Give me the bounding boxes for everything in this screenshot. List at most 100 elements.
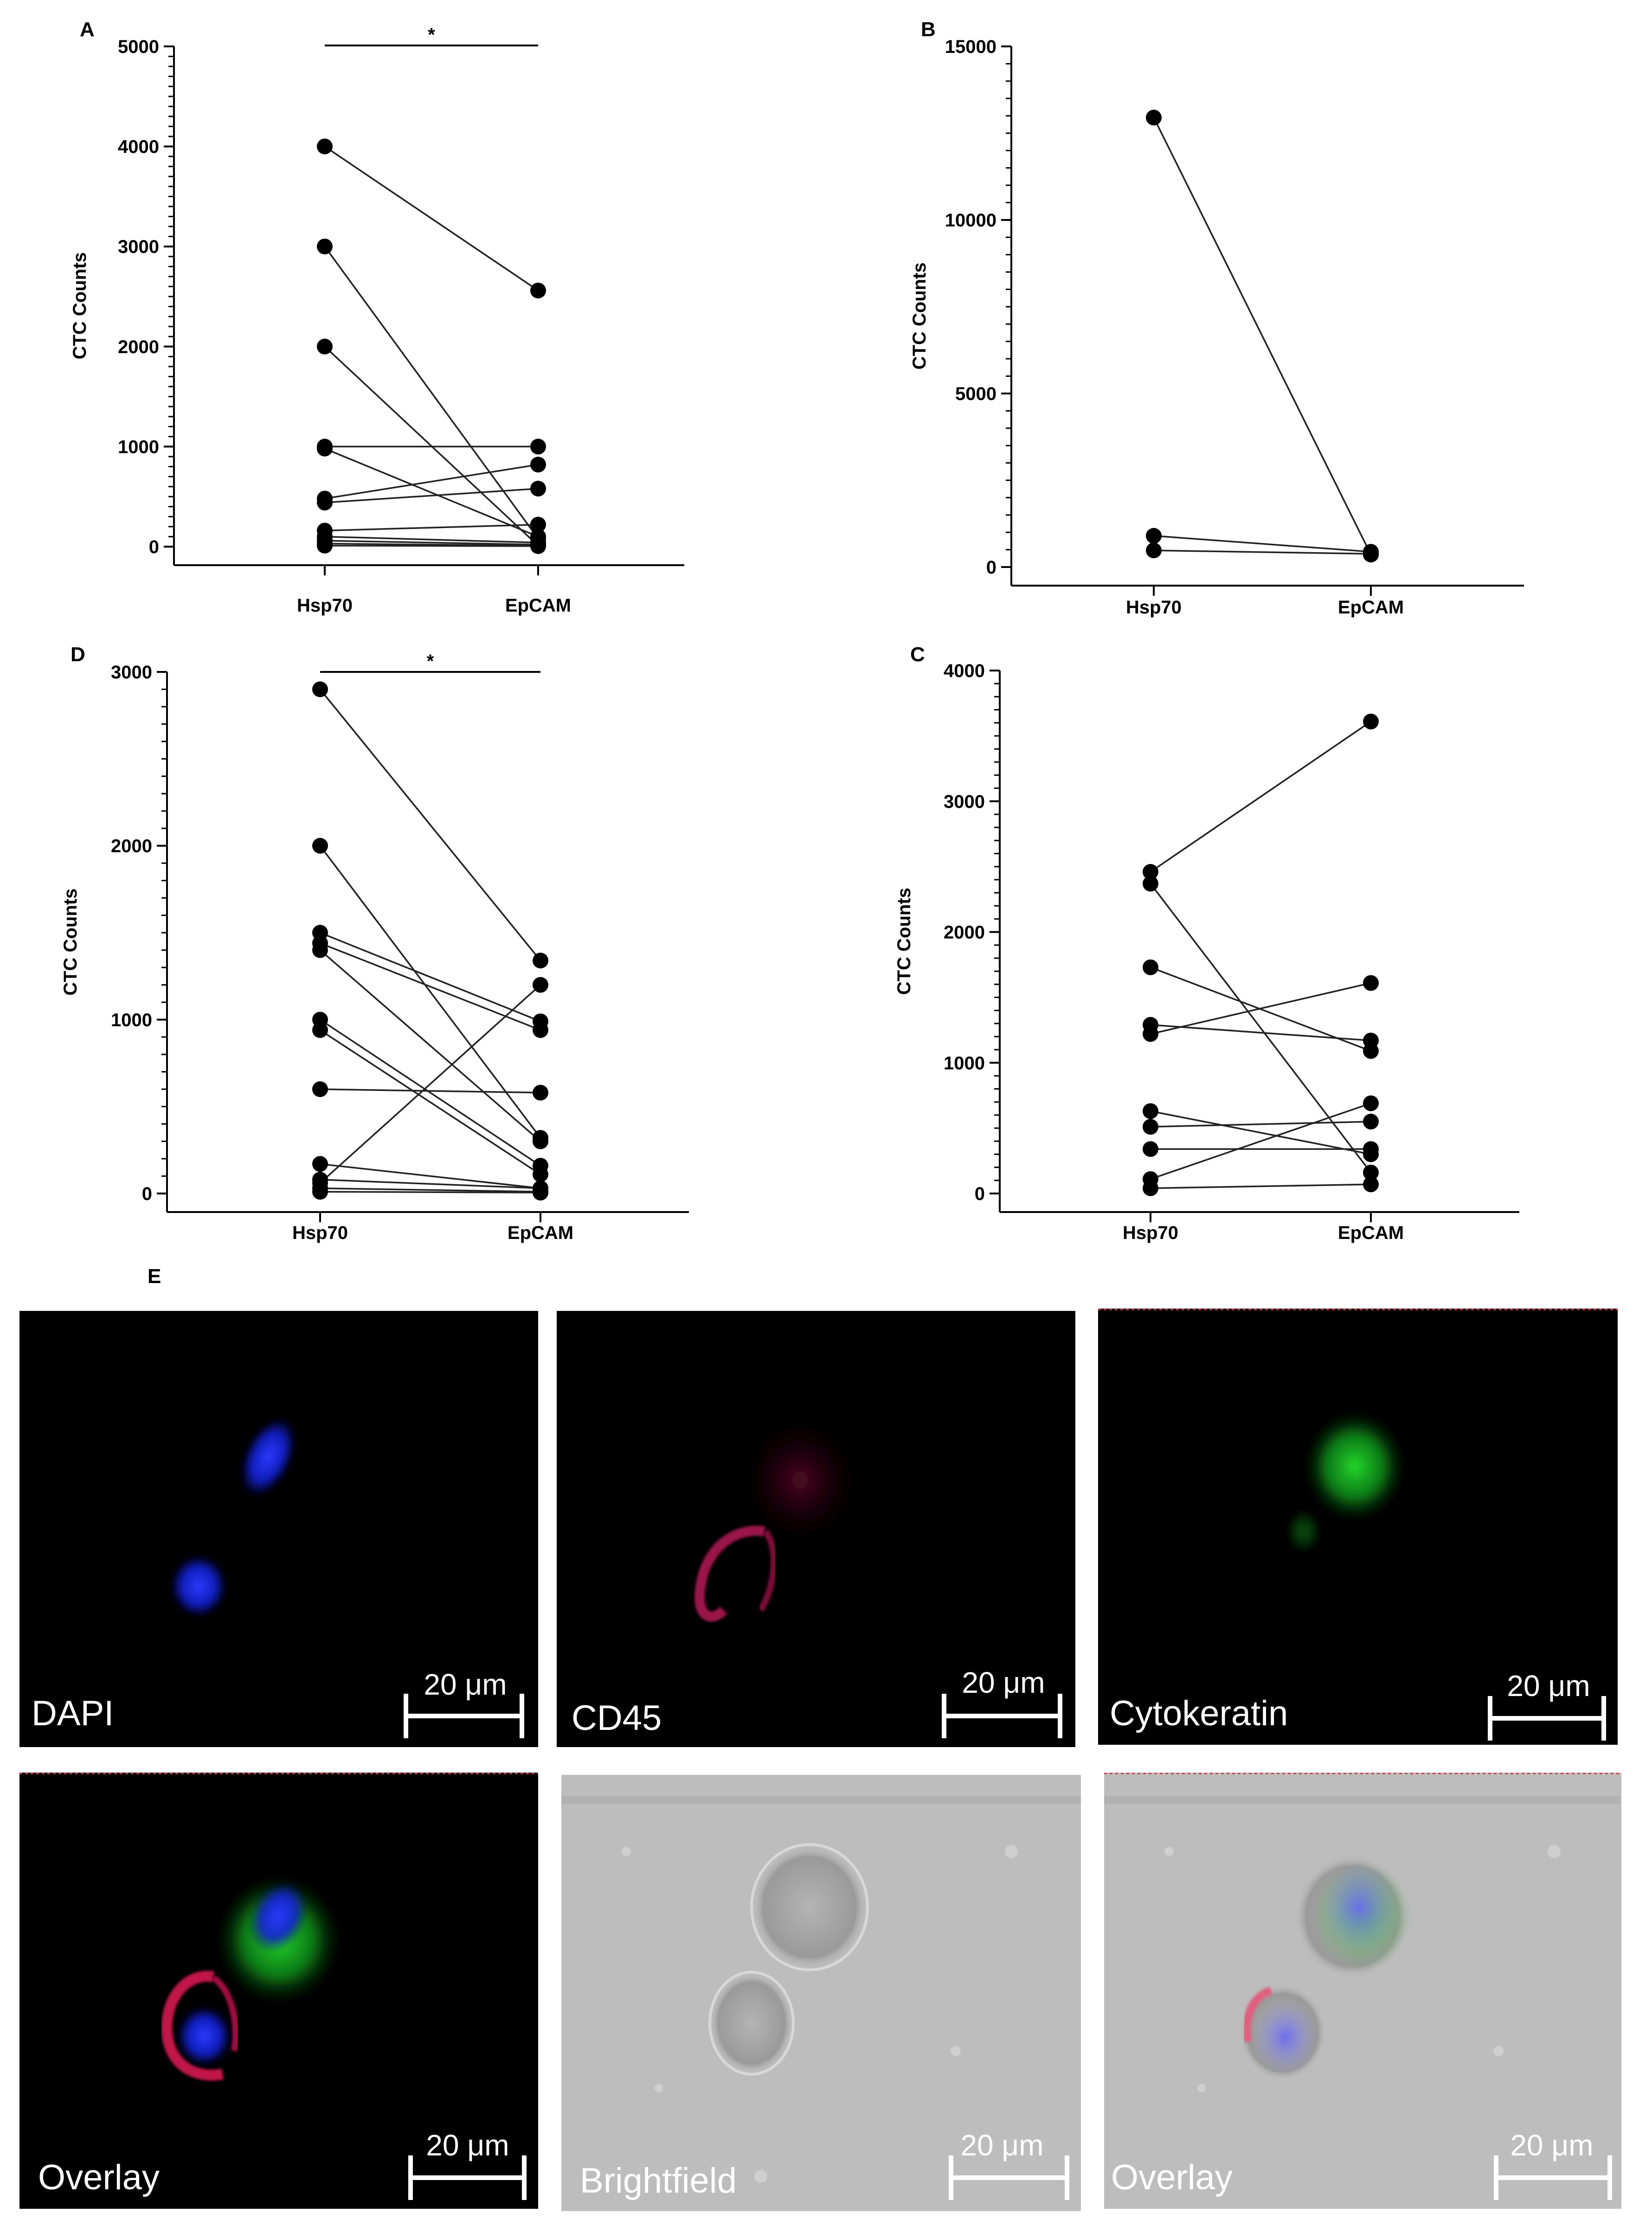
data-point-hsp70 [317,440,333,457]
y-tick-label: 10000 [945,210,996,231]
data-point-epcam [530,480,546,497]
chart-panel-a: A 0 1000 2000 3000 4000 5000 CTC Counts Hsp70 EpC… [70,18,684,616]
y-tick-label: 2000 [111,836,152,857]
data-point-hsp70 [1143,959,1158,975]
chart-panel-c: C 0 1000 2000 3000 4000 CTC Counts Hsp70 EpCAM [894,643,1519,1243]
panel-label: A [80,18,95,41]
data-point-epcam [1363,975,1379,991]
data-point-epcam [533,1185,548,1201]
scale-bar: 20 μm [942,1666,1062,1738]
paired-line [1150,982,1371,1035]
scale-bar: 20 μm [1488,1669,1606,1741]
scale-label: 20 μm [1510,2129,1593,2162]
paired-line [320,1191,541,1193]
y-tick-label: 3000 [111,662,152,683]
x-tick-label: EpCAM [1338,1223,1404,1243]
paired-line [1153,549,1371,555]
paired-line [320,1179,541,1189]
panel-label: B [921,18,936,41]
micrograph-dapi: DAPI 20 μm [19,1311,538,1747]
x-tick-label: Hsp70 [292,1223,348,1243]
data-point-hsp70 [317,239,333,255]
data-point-epcam [533,1133,548,1149]
micrograph-overlay-brightfield: Overlay 20 μm [1104,1773,1621,2209]
y-tick-label: 0 [142,1184,152,1204]
data-point-hsp70 [1146,110,1162,126]
data-point-epcam [530,538,546,554]
data-point-hsp70 [312,1081,328,1097]
data-point-epcam [1363,713,1379,729]
y-tick-label: 5000 [955,384,996,404]
scale-bar: 20 μm [1494,2129,1612,2200]
data-point-hsp70 [1146,542,1162,559]
data-point-epcam [1363,1095,1379,1111]
data-point-epcam [533,977,548,993]
x-tick-label: EpCAM [1338,597,1404,618]
data-point-epcam [533,1022,548,1038]
scale-bar: 20 μm [404,1668,524,1738]
data-point-hsp70 [1143,1119,1158,1135]
paired-line [320,1088,541,1094]
data-point-hsp70 [312,681,328,697]
paired-line [324,540,539,546]
data-point-hsp70 [1143,1026,1158,1042]
paired-line [320,932,541,1022]
data-point-epcam [1363,1032,1379,1049]
y-axis-title: CTC Counts [909,262,930,369]
y-tick-label: 1000 [111,1010,152,1030]
y-axis-title: CTC Counts [60,888,81,995]
micrograph-label: DAPI [32,1694,114,1733]
paired-line [320,1187,541,1193]
chart-panel-b: B 0 5000 10000 15000 CTC Counts Hsp70 EpCAM [909,18,1524,618]
data-point-hsp70 [317,537,333,554]
paired-line [324,535,539,544]
paired-line [1150,1102,1371,1180]
x-tick-label: EpCAM [505,595,571,616]
chart-panel-d: D 0 1000 2000 3000 CTC Counts Hsp70 EpCAM * [60,643,689,1243]
data-point-hsp70 [1143,1180,1158,1196]
scale-label: 20 μm [960,2129,1043,2162]
data-point-hsp70 [317,138,333,155]
paired-line [1150,1121,1371,1128]
y-tick-label: 15000 [945,37,996,57]
panel-label: C [910,643,925,666]
paired-line [324,488,539,503]
paired-line [324,523,539,532]
data-point-epcam [530,283,546,299]
paired-line [320,942,541,1031]
data-point-epcam [1363,546,1379,562]
significance-marker: * [428,25,435,45]
y-tick-label: 5000 [118,37,159,57]
data-point-hsp70 [312,1022,328,1038]
panel-label-e: E [148,1265,161,1288]
data-point-hsp70 [312,942,328,958]
paired-line [324,448,539,538]
data-point-hsp70 [312,1156,328,1172]
paired-line [1150,883,1372,1173]
y-tick-label: 3000 [118,237,159,257]
significance-marker: * [427,651,434,671]
y-tick-label: 2000 [118,337,159,357]
data-point-epcam [533,952,548,968]
paired-line [1150,1183,1371,1189]
scale-bar: 20 μm [949,2129,1069,2200]
y-tick-label: 0 [149,537,159,557]
micrograph-cd45: CD45 20 μm [557,1311,1075,1747]
data-point-hsp70 [312,1184,328,1200]
data-point-epcam [1363,1141,1379,1157]
panel-label: D [71,643,85,666]
paired-line [1150,1110,1371,1155]
scale-label: 20 μm [1507,1669,1590,1703]
data-point-epcam [1363,1114,1379,1130]
micrograph-label: Overlay [38,2158,160,2197]
paired-line [319,845,541,1139]
micrograph-brightfield: Brightfield 20 μm [561,1775,1081,2211]
scale-label: 20 μm [424,1668,507,1701]
micrograph-cytokeratin: Cytokeratin 20 μm [1098,1309,1618,1745]
data-point-epcam [533,1084,548,1101]
data-point-hsp70 [1143,1141,1158,1157]
x-tick-label: Hsp70 [1126,597,1182,618]
y-tick-label: 4000 [118,137,159,157]
x-tick-label: Hsp70 [297,595,353,616]
micrograph-label: Overlay [1111,2158,1233,2197]
